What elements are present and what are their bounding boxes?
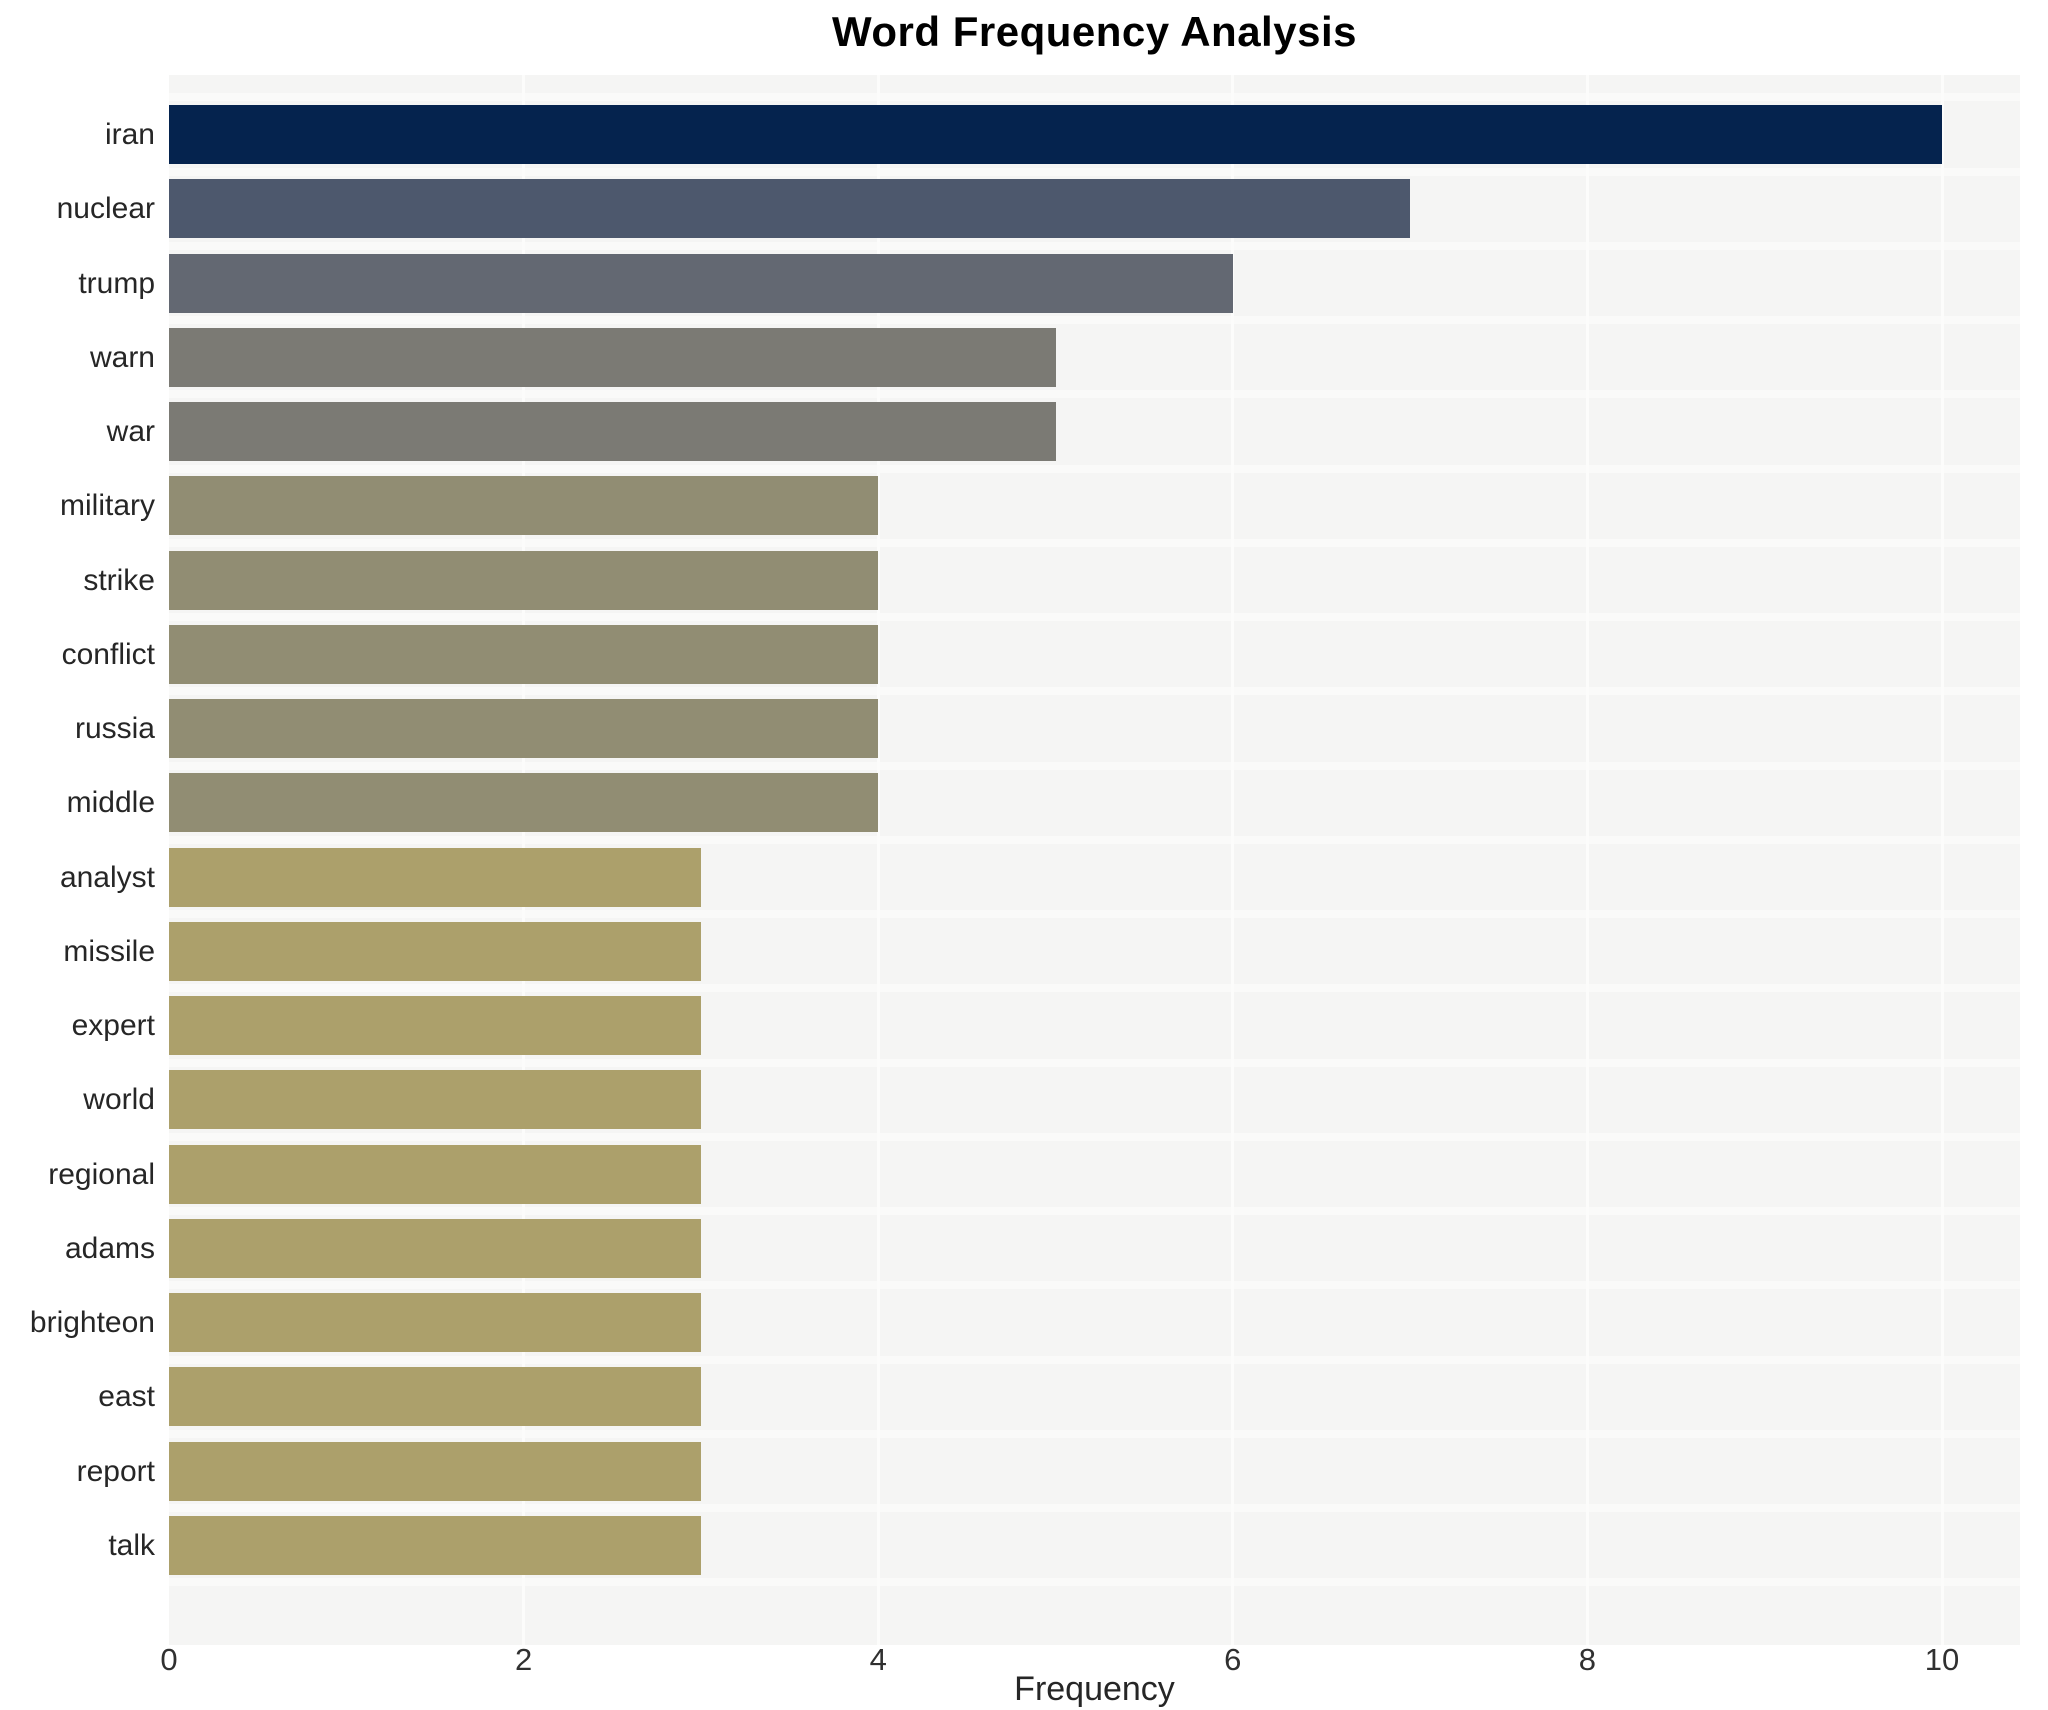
row-gap-stripe (169, 1578, 2020, 1587)
row-gap-stripe (169, 835, 2020, 844)
bar-regional (169, 1144, 701, 1204)
bar-report (169, 1441, 701, 1501)
row-gap-stripe (169, 984, 2020, 993)
gridline-x4 (876, 75, 880, 1645)
bar-strike (169, 550, 879, 610)
y-tick-label-report: report (76, 1454, 155, 1488)
bar-trump (169, 253, 1233, 313)
gridline-x6 (1231, 75, 1235, 1645)
y-tick-label-nuclear: nuclear (56, 192, 155, 226)
row-gap-stripe (169, 1207, 2020, 1216)
row-gap-stripe (169, 687, 2020, 696)
bar-warn (169, 327, 1056, 387)
y-tick-label-adams: adams (64, 1231, 155, 1265)
bar-military (169, 476, 879, 536)
x-tick-label-2: 2 (514, 1642, 533, 1677)
bar-world (169, 1070, 701, 1130)
y-tick-label-war: war (106, 415, 155, 448)
x-axis-title: Frequency (1014, 1670, 1175, 1708)
bar-east (169, 1367, 701, 1427)
bar-middle (169, 773, 879, 833)
row-gap-stripe (169, 464, 2020, 473)
row-gap-stripe (169, 1058, 2020, 1067)
row-gap-stripe (169, 538, 2020, 547)
bar-adams (169, 1218, 701, 1278)
row-gap-stripe (169, 1132, 2020, 1141)
row-gap-stripe (169, 613, 2020, 622)
y-tick-label-warn: warn (89, 340, 155, 374)
y-tick-label-brighteon: brighteon (29, 1306, 155, 1339)
bar-analyst (169, 847, 701, 907)
row-gap-stripe (169, 316, 2020, 325)
row-gap-stripe (169, 910, 2020, 919)
x-tick-label-4: 4 (869, 1642, 887, 1677)
bar-russia (169, 699, 879, 758)
y-tick-label-missile: missile (63, 934, 155, 968)
gridline-x8 (1585, 75, 1589, 1645)
y-tick-label-analyst: analyst (59, 860, 155, 894)
bar-conflict (169, 624, 879, 684)
bar-expert (169, 996, 701, 1055)
x-tick-label-6: 6 (1224, 1642, 1242, 1677)
y-tick-label-trump: trump (78, 266, 155, 300)
y-tick-label-strike: strike (83, 563, 155, 597)
row-gap-stripe (169, 761, 2020, 770)
bar-nuclear (169, 179, 1411, 239)
x-tick-label-8: 8 (1578, 1642, 1597, 1677)
y-tick-label-expert: expert (71, 1009, 155, 1042)
gridline-x10 (1940, 75, 1944, 1645)
y-tick-label-middle: middle (66, 786, 155, 820)
bar-missile (169, 921, 701, 981)
row-gap-stripe (169, 93, 2020, 102)
row-gap-stripe (169, 1355, 2020, 1364)
bar-brighteon (169, 1293, 701, 1352)
row-gap-stripe (169, 167, 2020, 176)
bar-iran (169, 105, 1942, 164)
x-tick-label-0: 0 (160, 1642, 178, 1677)
y-tick-label-iran: iran (104, 118, 155, 151)
y-tick-label-world: world (83, 1083, 155, 1117)
chart-title: Word Frequency Analysis (832, 8, 1357, 55)
y-tick-label-conflict: conflict (61, 637, 155, 671)
y-tick-label-russia: russia (74, 712, 155, 745)
row-gap-stripe (169, 390, 2020, 399)
y-tick-label-military: military (60, 489, 155, 523)
row-gap-stripe (169, 241, 2020, 250)
row-gap-stripe (169, 1281, 2020, 1290)
y-tick-label-talk: talk (108, 1528, 155, 1562)
bar-talk (169, 1515, 701, 1575)
bar-war (169, 402, 1056, 461)
y-tick-label-regional: regional (48, 1157, 155, 1191)
x-tick-label-10: 10 (1924, 1642, 1960, 1677)
y-tick-label-east: east (98, 1380, 155, 1414)
row-gap-stripe (169, 1504, 2020, 1513)
row-gap-stripe (169, 1429, 2020, 1438)
